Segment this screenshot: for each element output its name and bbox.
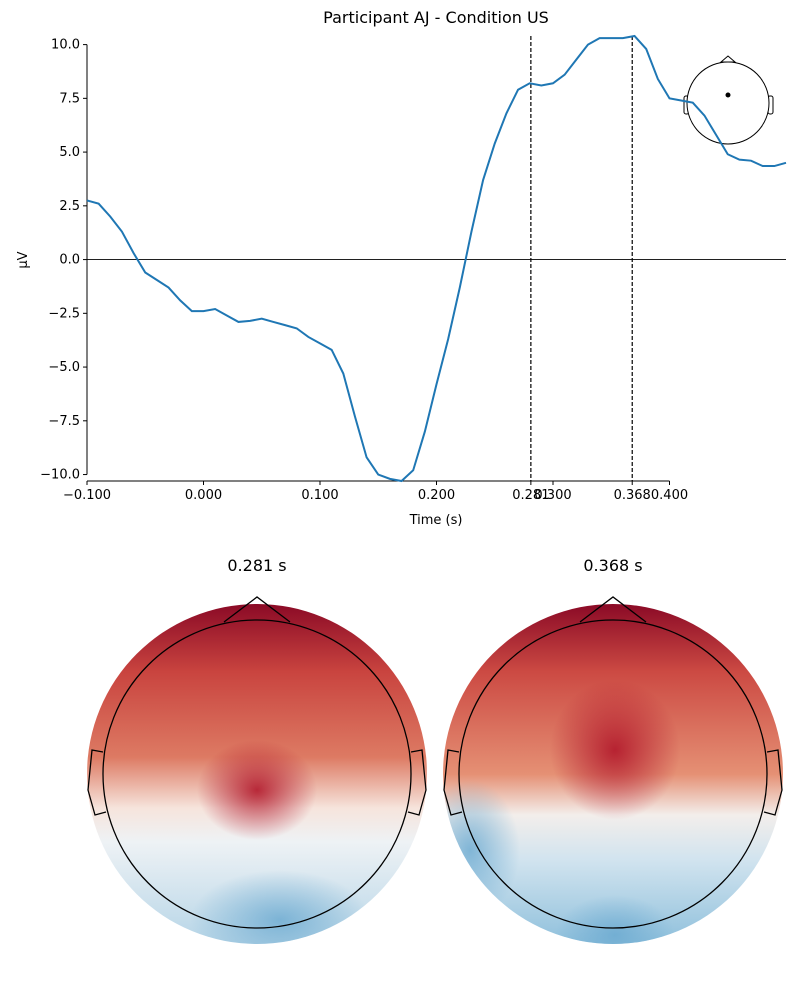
y-tick-label: −5.0	[48, 360, 80, 375]
data-line	[86, 34, 787, 483]
x-tick-label: −0.100	[63, 488, 111, 503]
y-tick-label: 0.0	[59, 253, 80, 268]
y-tick-label: −7.5	[48, 414, 80, 429]
x-tick-label: 0.000	[185, 488, 222, 503]
topomap	[443, 596, 783, 944]
y-tick-label: −10.0	[40, 468, 80, 483]
topomap	[87, 596, 427, 944]
x-axis-label: Time (s)	[409, 513, 463, 528]
sensor-inset	[683, 55, 774, 145]
x-tick-label: 0.100	[301, 488, 338, 503]
y-tick-label: 10.0	[51, 38, 80, 53]
y-tick-label: 5.0	[59, 145, 80, 160]
y-axis-label: µV	[16, 251, 31, 268]
y-tick-label: 7.5	[59, 91, 80, 106]
y-tick-label: 2.5	[59, 199, 80, 214]
topomap-title: 0.281 s	[227, 556, 286, 575]
x-tick-label: 0.368	[614, 488, 651, 503]
y-tick-label: −2.5	[48, 306, 80, 321]
topomap-title: 0.368 s	[583, 556, 642, 575]
chart-title: Participant AJ - Condition US	[323, 8, 549, 27]
x-tick-label: 0.281	[512, 488, 549, 503]
x-tick-label: 0.200	[418, 488, 455, 503]
x-tick-label: 0.400	[651, 488, 688, 503]
x-tick-label: 0.300	[534, 488, 571, 503]
